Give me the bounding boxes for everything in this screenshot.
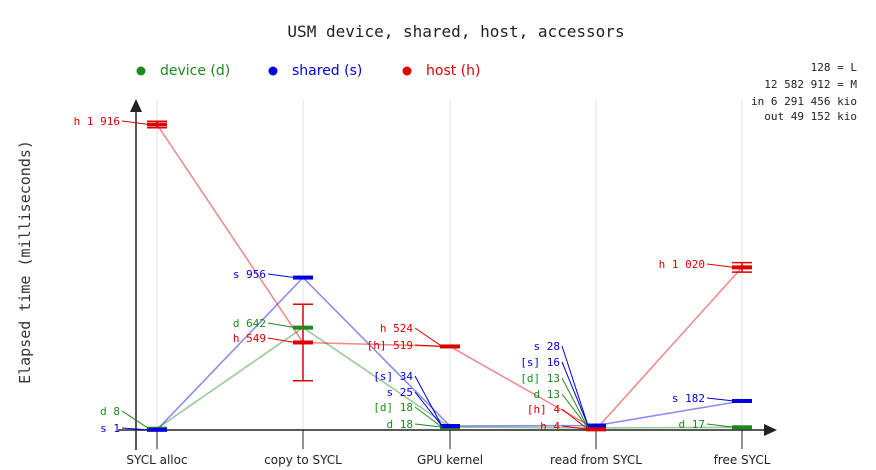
legend-marker-host (402, 66, 412, 76)
legend-label-device: device (d) (160, 63, 230, 79)
label-leader (267, 322, 296, 329)
data-label: d 13 (534, 388, 561, 401)
label-leader (414, 406, 443, 428)
chart-title: USM device, shared, host, accessors (287, 22, 624, 41)
data-label: h 549 (233, 332, 266, 345)
data-label: [h] 519 (367, 339, 413, 352)
label-leader (561, 361, 589, 426)
label-leader (414, 344, 443, 347)
data-label: h 524 (380, 322, 413, 335)
label-leader (121, 120, 150, 125)
data-point (293, 340, 313, 345)
info-line: in 6 291 456 kio (751, 95, 857, 108)
label-leader (561, 345, 589, 426)
data-label: [d] 18 (373, 401, 413, 414)
x-tick-label: read from SYCL (550, 453, 642, 467)
label-leader (414, 423, 443, 428)
data-label: d 17 (679, 418, 706, 431)
label-leader (561, 393, 589, 429)
data-point (440, 344, 460, 349)
data-point (440, 424, 460, 429)
data-point (586, 423, 606, 428)
info-line: 128 = L (811, 61, 858, 74)
data-label: d 18 (387, 418, 414, 431)
data-label: [s] 34 (373, 370, 413, 383)
label-leader (267, 337, 296, 343)
legend: device (d) shared (s) host (h) (136, 63, 480, 79)
y-axis-arrow (130, 99, 142, 112)
legend-label-shared: shared (s) (292, 63, 362, 79)
label-leader (706, 263, 735, 268)
legend-marker-shared (268, 66, 278, 76)
label-leader (121, 427, 150, 431)
legend-label-host: host (h) (426, 63, 480, 79)
axes (118, 99, 777, 450)
data-point (293, 325, 313, 330)
data-label: [h] 4 (527, 403, 560, 416)
data-point (732, 425, 752, 430)
x-tick-label: GPU kernel (417, 453, 483, 467)
label-leader (561, 425, 589, 430)
info-line: 12 582 912 = M (764, 78, 857, 91)
data-label: d 8 (100, 405, 120, 418)
label-leader (706, 397, 735, 402)
x-tick-labels: SYCL alloc copy to SYCL GPU kernel read fro… (126, 453, 770, 467)
data-label: s 1 (100, 422, 120, 435)
label-leader (706, 423, 735, 428)
data-label: s 25 (387, 386, 414, 399)
data-point (732, 265, 752, 270)
grid (156, 100, 743, 450)
x-tick-label: SYCL alloc (126, 453, 187, 467)
data-point (147, 427, 167, 432)
data-label: h 4 (540, 420, 560, 433)
label-leader (121, 410, 150, 430)
x-tick-label: free SYCL (714, 453, 771, 467)
data-label: s 182 (672, 392, 705, 405)
label-leader (414, 391, 443, 427)
legend-marker-device (136, 66, 146, 76)
data-label: s 28 (534, 340, 561, 353)
data-label: h 1 916 (74, 115, 120, 128)
value-labels: h 1 916 d 8 s 1 s 956 d 642 h 549 h 524 [h] 519… (74, 115, 735, 435)
data-point (586, 427, 606, 432)
label-leader (267, 273, 296, 279)
data-label: h 1 020 (659, 258, 705, 271)
y-axis-title: Elapsed time (milliseconds) (16, 140, 34, 384)
data-point (147, 122, 167, 127)
label-leader (414, 327, 443, 347)
label-leader (561, 377, 589, 429)
markers (147, 122, 752, 432)
x-tick-label: copy to SYCL (264, 453, 342, 467)
label-leader (561, 408, 589, 430)
data-label: [d] 13 (520, 372, 560, 385)
data-point (732, 398, 752, 403)
label-leader (414, 375, 443, 427)
data-point (293, 275, 313, 280)
info-line: out 49 152 kio (764, 110, 857, 123)
x-axis-arrow (764, 424, 777, 436)
data-label: [s] 16 (520, 356, 560, 369)
data-label: d 642 (233, 317, 266, 330)
info-box: 128 = L 12 582 912 = M in 6 291 456 kio … (751, 61, 857, 123)
data-label: s 956 (233, 268, 266, 281)
